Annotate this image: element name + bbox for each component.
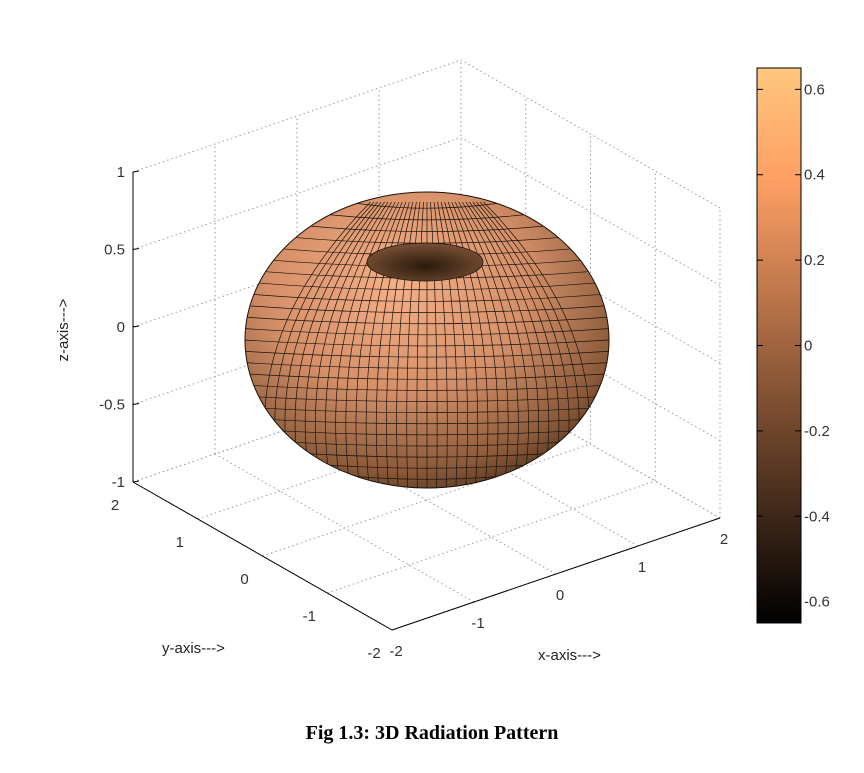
torus-mesh	[245, 201, 609, 488]
y-tick-label: 0	[240, 571, 248, 588]
mesh-meridian	[355, 201, 403, 488]
colorbar-tick-label: 0	[804, 338, 812, 355]
mesh-meridian	[447, 201, 489, 488]
z-tick-label: -1	[112, 474, 125, 491]
mesh-meridian	[375, 201, 410, 488]
mesh-meridian	[365, 201, 407, 488]
mesh-meridian	[465, 201, 540, 488]
mesh-meridian	[444, 201, 479, 488]
torus-outline	[244, 191, 610, 489]
mesh-meridian	[461, 201, 529, 488]
axis-edge	[391, 517, 721, 631]
colorbar-tick-label: 0.4	[804, 167, 825, 184]
figure-caption: Fig 1.3: 3D Radiation Pattern	[305, 722, 559, 744]
mesh-meridian	[433, 201, 448, 488]
z-tick-label: 1	[117, 164, 125, 181]
z-tick-mark	[132, 248, 140, 250]
mesh-meridian	[451, 201, 499, 488]
y-tick-label: -1	[303, 608, 316, 625]
mesh-meridian	[314, 201, 389, 488]
x-tick-label: 1	[638, 559, 646, 576]
mesh-meridian	[396, 201, 417, 488]
z-tick-label: -0.5	[99, 397, 125, 414]
x-tick-label: -2	[389, 643, 402, 660]
z-tick-label: 0.5	[104, 242, 125, 259]
mesh-meridian	[437, 201, 458, 488]
colorbar-tick-label: -0.2	[804, 423, 830, 440]
mesh-meridian	[325, 201, 393, 488]
colorbar-tick-label: -0.6	[804, 594, 830, 611]
y-tick-label: 1	[176, 534, 184, 551]
y-tick-label: -2	[367, 645, 380, 662]
z-axis-label: z-axis--->	[55, 298, 72, 361]
x-tick-label: 0	[556, 587, 564, 604]
mesh-meridian	[406, 201, 421, 488]
mesh-meridian	[469, 201, 550, 488]
torus-surface	[244, 191, 610, 489]
torus-hole	[366, 242, 484, 282]
z-tick-label: 0	[117, 319, 125, 336]
y-axis-label: y-axis--->	[162, 640, 225, 657]
mesh-meridian	[454, 201, 509, 488]
grid-line	[262, 443, 591, 557]
x-axis-label: x-axis--->	[538, 647, 601, 664]
z-tick-mark	[132, 480, 140, 483]
grid-line	[327, 480, 656, 594]
x-tick-labels: -2 -1 0 1 2	[389, 531, 728, 660]
mesh-meridian	[430, 201, 438, 488]
y-tick-label: 2	[111, 497, 119, 514]
z-tick-mark	[132, 403, 140, 405]
mesh-meridian	[304, 201, 385, 488]
mesh-meridian	[416, 201, 424, 488]
z-tick-mark	[132, 170, 140, 173]
x-tick-label: -1	[471, 615, 484, 632]
mesh-meridian	[345, 201, 400, 488]
grid-line	[132, 59, 462, 173]
colorbar-tick-label: 0.6	[804, 81, 825, 98]
colorbar-tick-label: -0.4	[804, 508, 830, 525]
mesh-meridian	[335, 201, 396, 488]
z-tick-labels: -1 -0.5 0 0.5 1	[99, 164, 125, 491]
colorbar-tick-label: 0.2	[804, 252, 825, 269]
y-tick-labels: -2 -1 0 1 2	[111, 497, 381, 662]
grid-line	[460, 59, 721, 209]
colorbar: -0.6 -0.4 -0.2 0 0.2 0.4 0.6	[756, 67, 830, 624]
colorbar-ticks: -0.6 -0.4 -0.2 0 0.2 0.4 0.6	[757, 81, 830, 611]
mesh-meridian	[386, 201, 414, 488]
grid-line	[132, 137, 462, 250]
grid-line	[460, 137, 721, 286]
mesh-meridian	[458, 201, 519, 488]
colorbar-gradient	[756, 67, 802, 624]
x-tick-label: 2	[720, 531, 728, 548]
mesh-meridian	[440, 201, 468, 488]
axis-edge	[132, 481, 393, 631]
z-tick-mark	[132, 325, 140, 328]
